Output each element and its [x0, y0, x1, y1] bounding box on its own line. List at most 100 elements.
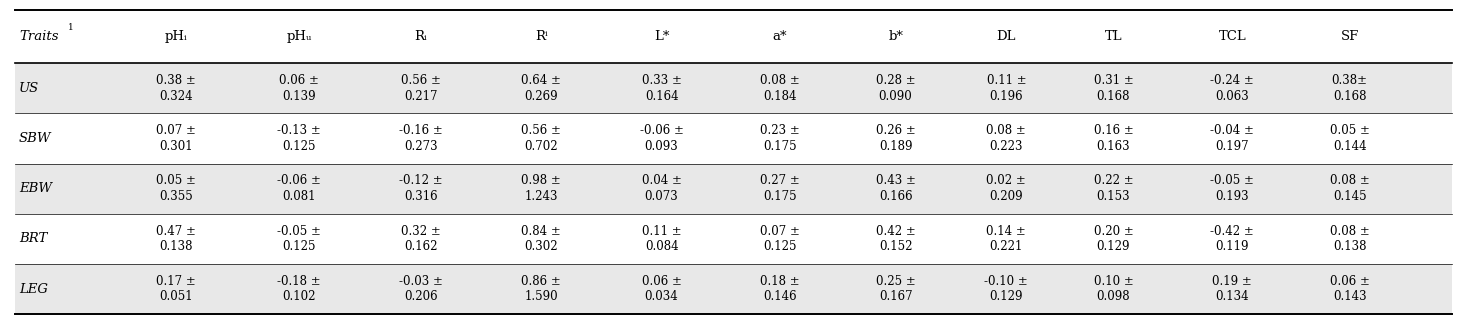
Text: 0.11 ±: 0.11 ±	[986, 74, 1027, 87]
Text: pHᵢ: pHᵢ	[164, 30, 188, 43]
Text: 0.129: 0.129	[990, 290, 1022, 304]
Text: L*: L*	[654, 30, 669, 43]
Text: 0.56 ±: 0.56 ±	[400, 74, 442, 87]
Text: 0.17 ±: 0.17 ±	[156, 275, 197, 288]
Text: 0.38±: 0.38±	[1332, 74, 1367, 87]
Text: 0.42 ±: 0.42 ±	[876, 225, 915, 238]
Text: 0.10 ±: 0.10 ±	[1093, 275, 1134, 288]
Text: 0.14 ±: 0.14 ±	[986, 225, 1027, 238]
Text: 0.19 ±: 0.19 ±	[1212, 275, 1253, 288]
Text: 0.07 ±: 0.07 ±	[156, 124, 197, 137]
Text: pHᵤ: pHᵤ	[286, 30, 312, 43]
Text: 0.223: 0.223	[990, 140, 1022, 153]
Text: 0.301: 0.301	[160, 140, 192, 153]
Text: 0.26 ±: 0.26 ±	[876, 124, 915, 137]
Text: 0.08 ±: 0.08 ±	[1329, 225, 1370, 238]
Text: -0.06 ±: -0.06 ±	[277, 174, 321, 188]
Text: 0.184: 0.184	[763, 89, 797, 103]
Text: 0.28 ±: 0.28 ±	[876, 74, 915, 87]
Text: 0.175: 0.175	[763, 140, 797, 153]
Text: 0.27 ±: 0.27 ±	[760, 174, 800, 188]
Text: 0.189: 0.189	[879, 140, 912, 153]
Text: 0.06 ±: 0.06 ±	[1329, 275, 1370, 288]
Text: 0.23 ±: 0.23 ±	[760, 124, 800, 137]
Text: US: US	[19, 82, 40, 95]
Text: 0.134: 0.134	[1216, 290, 1248, 304]
Text: 0.08 ±: 0.08 ±	[986, 124, 1027, 137]
Text: 0.355: 0.355	[158, 190, 194, 203]
Text: 0.193: 0.193	[1216, 190, 1248, 203]
Text: 0.034: 0.034	[644, 290, 679, 304]
Text: 0.06 ±: 0.06 ±	[641, 275, 682, 288]
Text: 0.152: 0.152	[879, 240, 912, 253]
Text: 0.209: 0.209	[990, 190, 1022, 203]
Text: 0.090: 0.090	[879, 89, 912, 103]
Bar	[15, 264, 1452, 314]
Text: 0.64 ±: 0.64 ±	[521, 74, 562, 87]
Text: -0.05 ±: -0.05 ±	[277, 225, 321, 238]
Text: 1.590: 1.590	[525, 290, 557, 304]
Text: 0.06 ±: 0.06 ±	[279, 74, 320, 87]
Text: 0.302: 0.302	[525, 240, 557, 253]
Text: TCL: TCL	[1219, 30, 1245, 43]
Text: -0.04 ±: -0.04 ±	[1210, 124, 1254, 137]
Text: b*: b*	[888, 30, 904, 43]
Text: -0.06 ±: -0.06 ±	[640, 124, 684, 137]
Text: 0.84 ±: 0.84 ±	[521, 225, 562, 238]
Text: 0.02 ±: 0.02 ±	[986, 174, 1027, 188]
Text: 0.38 ±: 0.38 ±	[156, 74, 197, 87]
Text: SF: SF	[1341, 30, 1358, 43]
Text: 1: 1	[67, 23, 73, 32]
Bar	[15, 113, 1452, 164]
Bar	[0, 10, 1467, 63]
Text: Traits: Traits	[19, 30, 59, 43]
Text: Rᵢ: Rᵢ	[415, 30, 427, 43]
Text: 0.197: 0.197	[1216, 140, 1248, 153]
Text: -0.03 ±: -0.03 ±	[399, 275, 443, 288]
Text: -0.12 ±: -0.12 ±	[399, 174, 443, 188]
Text: LEG: LEG	[19, 283, 48, 296]
Text: 0.073: 0.073	[644, 190, 679, 203]
Text: -0.13 ±: -0.13 ±	[277, 124, 321, 137]
Text: 0.324: 0.324	[160, 89, 192, 103]
Text: 0.081: 0.081	[283, 190, 315, 203]
Text: 0.05 ±: 0.05 ±	[156, 174, 197, 188]
Text: 0.56 ±: 0.56 ±	[521, 124, 562, 137]
Text: 0.119: 0.119	[1216, 240, 1248, 253]
Text: 0.32 ±: 0.32 ±	[400, 225, 442, 238]
Bar	[15, 214, 1452, 264]
Text: 0.98 ±: 0.98 ±	[521, 174, 562, 188]
Text: 0.20 ±: 0.20 ±	[1093, 225, 1134, 238]
Text: 0.04 ±: 0.04 ±	[641, 174, 682, 188]
Text: 0.31 ±: 0.31 ±	[1093, 74, 1134, 87]
Text: 0.217: 0.217	[405, 89, 437, 103]
Text: 0.138: 0.138	[1334, 240, 1366, 253]
Text: BRT: BRT	[19, 232, 47, 246]
Text: -0.24 ±: -0.24 ±	[1210, 74, 1254, 87]
Text: TL: TL	[1105, 30, 1122, 43]
Bar	[15, 164, 1452, 214]
Text: SBW: SBW	[19, 132, 51, 145]
Text: -0.16 ±: -0.16 ±	[399, 124, 443, 137]
Text: -0.05 ±: -0.05 ±	[1210, 174, 1254, 188]
Text: 0.098: 0.098	[1097, 290, 1130, 304]
Text: 0.168: 0.168	[1334, 89, 1366, 103]
Text: 0.269: 0.269	[525, 89, 557, 103]
Text: 0.153: 0.153	[1097, 190, 1130, 203]
Text: 0.07 ±: 0.07 ±	[760, 225, 800, 238]
Text: 0.084: 0.084	[645, 240, 678, 253]
Text: 0.47 ±: 0.47 ±	[156, 225, 197, 238]
Text: 0.125: 0.125	[763, 240, 797, 253]
Text: 0.051: 0.051	[160, 290, 192, 304]
Text: 0.102: 0.102	[283, 290, 315, 304]
Text: 0.145: 0.145	[1334, 190, 1366, 203]
Text: 0.143: 0.143	[1334, 290, 1366, 304]
Text: 0.33 ±: 0.33 ±	[641, 74, 682, 87]
Text: 0.167: 0.167	[879, 290, 912, 304]
Text: 0.063: 0.063	[1215, 89, 1250, 103]
Text: 0.08 ±: 0.08 ±	[1329, 174, 1370, 188]
Text: 1.243: 1.243	[525, 190, 557, 203]
Text: 0.093: 0.093	[644, 140, 679, 153]
Text: 0.18 ±: 0.18 ±	[760, 275, 800, 288]
Text: 0.144: 0.144	[1334, 140, 1366, 153]
